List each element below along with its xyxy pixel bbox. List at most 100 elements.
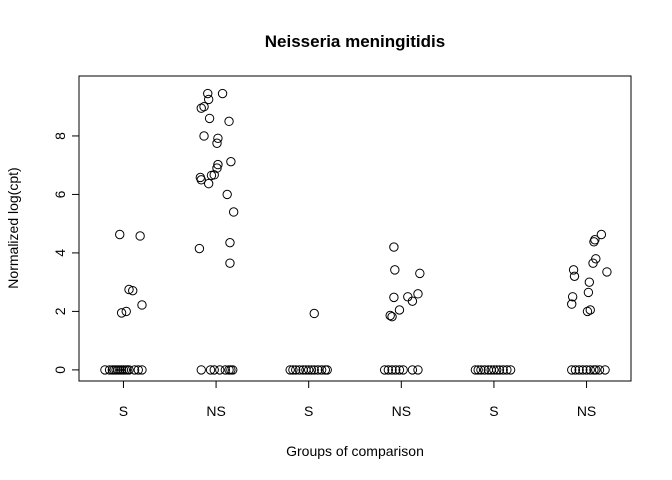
- data-point: [581, 365, 592, 375]
- x-axis-label: Groups of comparison: [286, 443, 424, 459]
- x-tick-label: NS: [577, 403, 596, 419]
- data-point: [567, 365, 577, 375]
- data-point: [309, 308, 319, 319]
- data-point: [584, 277, 595, 287]
- data-point: [225, 258, 235, 268]
- data-point: [209, 170, 219, 180]
- data-point: [199, 131, 209, 141]
- data-point: [217, 88, 228, 99]
- data-point: [389, 292, 399, 303]
- x-tick-label: S: [119, 403, 128, 419]
- data-point: [194, 243, 205, 254]
- data-point: [505, 365, 516, 375]
- data-point: [594, 365, 605, 375]
- data-point: [470, 365, 481, 375]
- data-point: [394, 305, 405, 315]
- data-point: [590, 235, 600, 245]
- x-tick-label: S: [489, 403, 498, 419]
- data-point: [322, 365, 332, 375]
- y-axis-label: Normalized log(cpt): [5, 167, 21, 288]
- x-axis: S NS S NS S NS: [119, 381, 596, 419]
- data-point: [228, 207, 239, 217]
- data-point: [588, 258, 598, 268]
- chart-title: Neisseria meningitidis: [265, 32, 445, 51]
- x-tick-label: NS: [206, 403, 225, 419]
- data-point: [285, 365, 295, 375]
- data-point: [225, 237, 235, 248]
- data-point: [390, 265, 400, 275]
- data-point: [585, 305, 595, 315]
- data-point: [407, 365, 418, 375]
- data-point: [135, 231, 145, 241]
- data-point: [203, 88, 213, 99]
- data-point: [567, 292, 578, 302]
- data-point: [600, 365, 610, 375]
- data-point: [212, 138, 222, 148]
- data-point: [124, 284, 134, 295]
- data-point: [398, 365, 408, 375]
- data-point: [228, 365, 238, 375]
- data-point: [226, 156, 236, 167]
- data-point: [574, 365, 584, 375]
- data-point: [291, 365, 301, 375]
- data-point: [203, 94, 214, 105]
- data-point: [379, 365, 390, 375]
- data-point: [567, 299, 577, 309]
- data-point: [389, 242, 399, 252]
- data-point: [585, 365, 595, 375]
- data-point: [403, 292, 413, 302]
- data-point: [137, 365, 147, 375]
- data-point: [479, 365, 490, 375]
- data-point: [215, 365, 225, 375]
- data-point: [582, 306, 593, 317]
- y-tick-label: 6: [52, 190, 68, 198]
- data-point: [199, 102, 209, 112]
- data-point: [196, 103, 206, 113]
- data-point: [568, 265, 579, 275]
- data-point: [100, 365, 110, 375]
- data-point: [213, 159, 223, 170]
- data-point: [137, 300, 147, 310]
- data-point: [209, 365, 219, 375]
- data-point: [129, 365, 140, 375]
- data-point: [387, 365, 397, 375]
- y-tick-label: 0: [52, 366, 68, 374]
- y-tick-label: 8: [52, 132, 68, 140]
- data-point: [306, 365, 317, 375]
- y-tick-label: 2: [52, 307, 68, 315]
- data-point: [313, 365, 323, 375]
- y-axis: 0 2 4 6 8: [52, 132, 79, 374]
- data-point: [128, 285, 138, 296]
- data-point: [569, 271, 580, 282]
- data-point: [502, 365, 512, 375]
- data-point: [415, 268, 425, 279]
- data-point: [391, 365, 401, 375]
- data-point: [385, 310, 395, 321]
- data-point: [226, 365, 236, 375]
- data-points: [100, 88, 612, 375]
- x-tick-label: NS: [392, 403, 411, 419]
- data-point: [492, 365, 502, 375]
- data-point: [124, 365, 134, 375]
- y-tick-label: 4: [52, 249, 68, 257]
- plot-frame: [78, 75, 632, 382]
- data-point: [570, 365, 581, 375]
- data-point: [498, 365, 508, 375]
- data-point: [133, 365, 143, 375]
- data-point: [578, 365, 588, 375]
- data-point: [394, 365, 405, 375]
- data-point: [224, 116, 234, 127]
- data-point: [213, 133, 223, 143]
- data-point: [494, 365, 505, 375]
- data-point: [383, 365, 394, 375]
- data-point: [294, 365, 305, 375]
- data-point: [205, 365, 216, 375]
- data-point: [288, 365, 298, 375]
- data-point: [473, 365, 483, 375]
- data-point: [196, 365, 206, 375]
- x-tick-label: S: [304, 403, 313, 419]
- data-point: [316, 365, 327, 375]
- data-point: [212, 163, 222, 173]
